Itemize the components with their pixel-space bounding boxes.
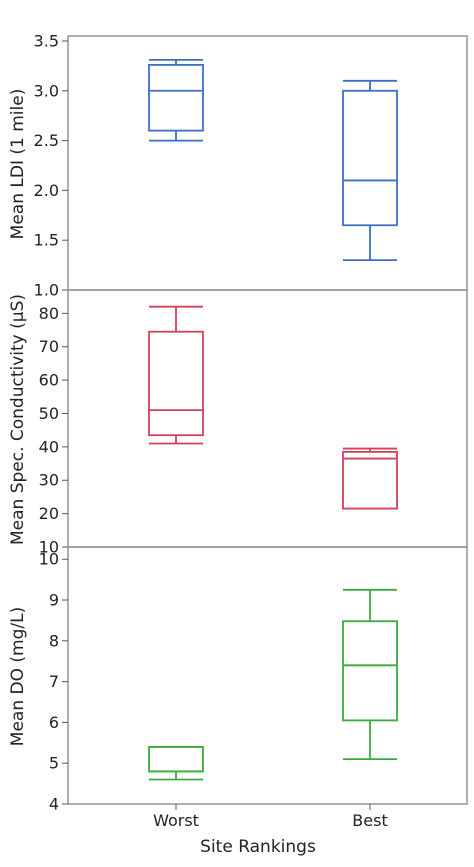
y-tick-label: 7 <box>49 672 59 691</box>
y-tick-label: 10 <box>39 538 59 557</box>
y-tick-label: 1.5 <box>34 231 59 250</box>
box-best <box>342 447 398 510</box>
panel-frame <box>67 546 468 805</box>
x-tick-label: Worst <box>153 811 199 830</box>
y-tick-label: 50 <box>39 404 59 423</box>
y-tick-label: 40 <box>39 437 59 456</box>
box-best <box>342 588 398 761</box>
panel-frame <box>67 35 468 291</box>
y-tick-label: 6 <box>49 713 59 732</box>
y-tick-label: 3.0 <box>34 81 59 100</box>
iqr-box <box>148 745 204 773</box>
iqr-box <box>342 450 398 510</box>
y-tick-label: 20 <box>39 504 59 523</box>
panel-frame <box>67 289 468 548</box>
iqr-box <box>148 63 204 132</box>
iqr-box <box>148 330 204 437</box>
y-tick-label: 8 <box>49 631 59 650</box>
y-tick-label: 1.0 <box>34 281 59 300</box>
y-tick-label: 60 <box>39 371 59 390</box>
y-tick-label: 3.5 <box>34 31 59 50</box>
panel-2: 10 20 30 40 50 60 70 80 Mean Spec. Conductivity … <box>8 289 468 557</box>
y-tick-label: 30 <box>39 471 59 490</box>
box-worst <box>148 305 204 445</box>
iqr-box <box>342 89 398 227</box>
y-tick-label: 2.0 <box>34 181 59 200</box>
y-tick-label: 5 <box>49 754 59 773</box>
y-tick-label: 4 <box>49 795 59 814</box>
y-tick-label: 2.5 <box>34 131 59 150</box>
panel-1: 1.0 1.5 2.0 2.5 3.0 3.5 Mean LDI (1 mile) <box>8 31 468 300</box>
y-axis-title: Mean DO (mg/L) <box>8 607 28 746</box>
box-best <box>342 79 398 262</box>
y-tick-label: 10 <box>39 550 59 569</box>
y-axis-title: Mean LDI (1 mile) <box>8 89 28 240</box>
box-worst <box>148 745 204 781</box>
panel-3: 4 5 6 7 8 9 10 Mean DO (mg/L) Worst Best <box>8 546 468 830</box>
y-tick-label: 70 <box>39 337 59 356</box>
y-tick-label: 80 <box>39 304 59 323</box>
iqr-box <box>342 620 398 722</box>
x-tick-label: Best <box>352 811 387 830</box>
box-worst <box>148 59 204 142</box>
y-tick-label: 9 <box>49 591 59 610</box>
y-axis-title: Mean Spec. Conductivity (µS) <box>8 294 28 545</box>
x-axis-title: Site Rankings <box>200 837 316 857</box>
